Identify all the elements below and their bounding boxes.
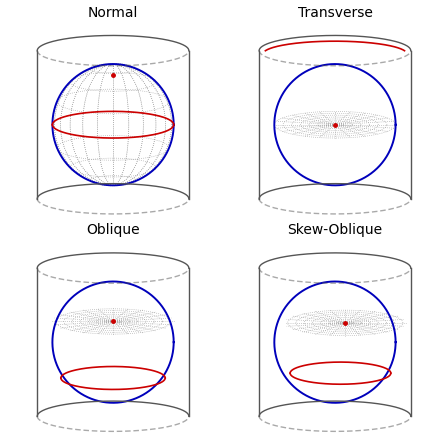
Title: Normal: Normal — [88, 6, 138, 20]
Title: Skew-Oblique: Skew-Oblique — [288, 223, 383, 237]
Title: Oblique: Oblique — [86, 223, 140, 237]
Title: Transverse: Transverse — [297, 6, 372, 20]
